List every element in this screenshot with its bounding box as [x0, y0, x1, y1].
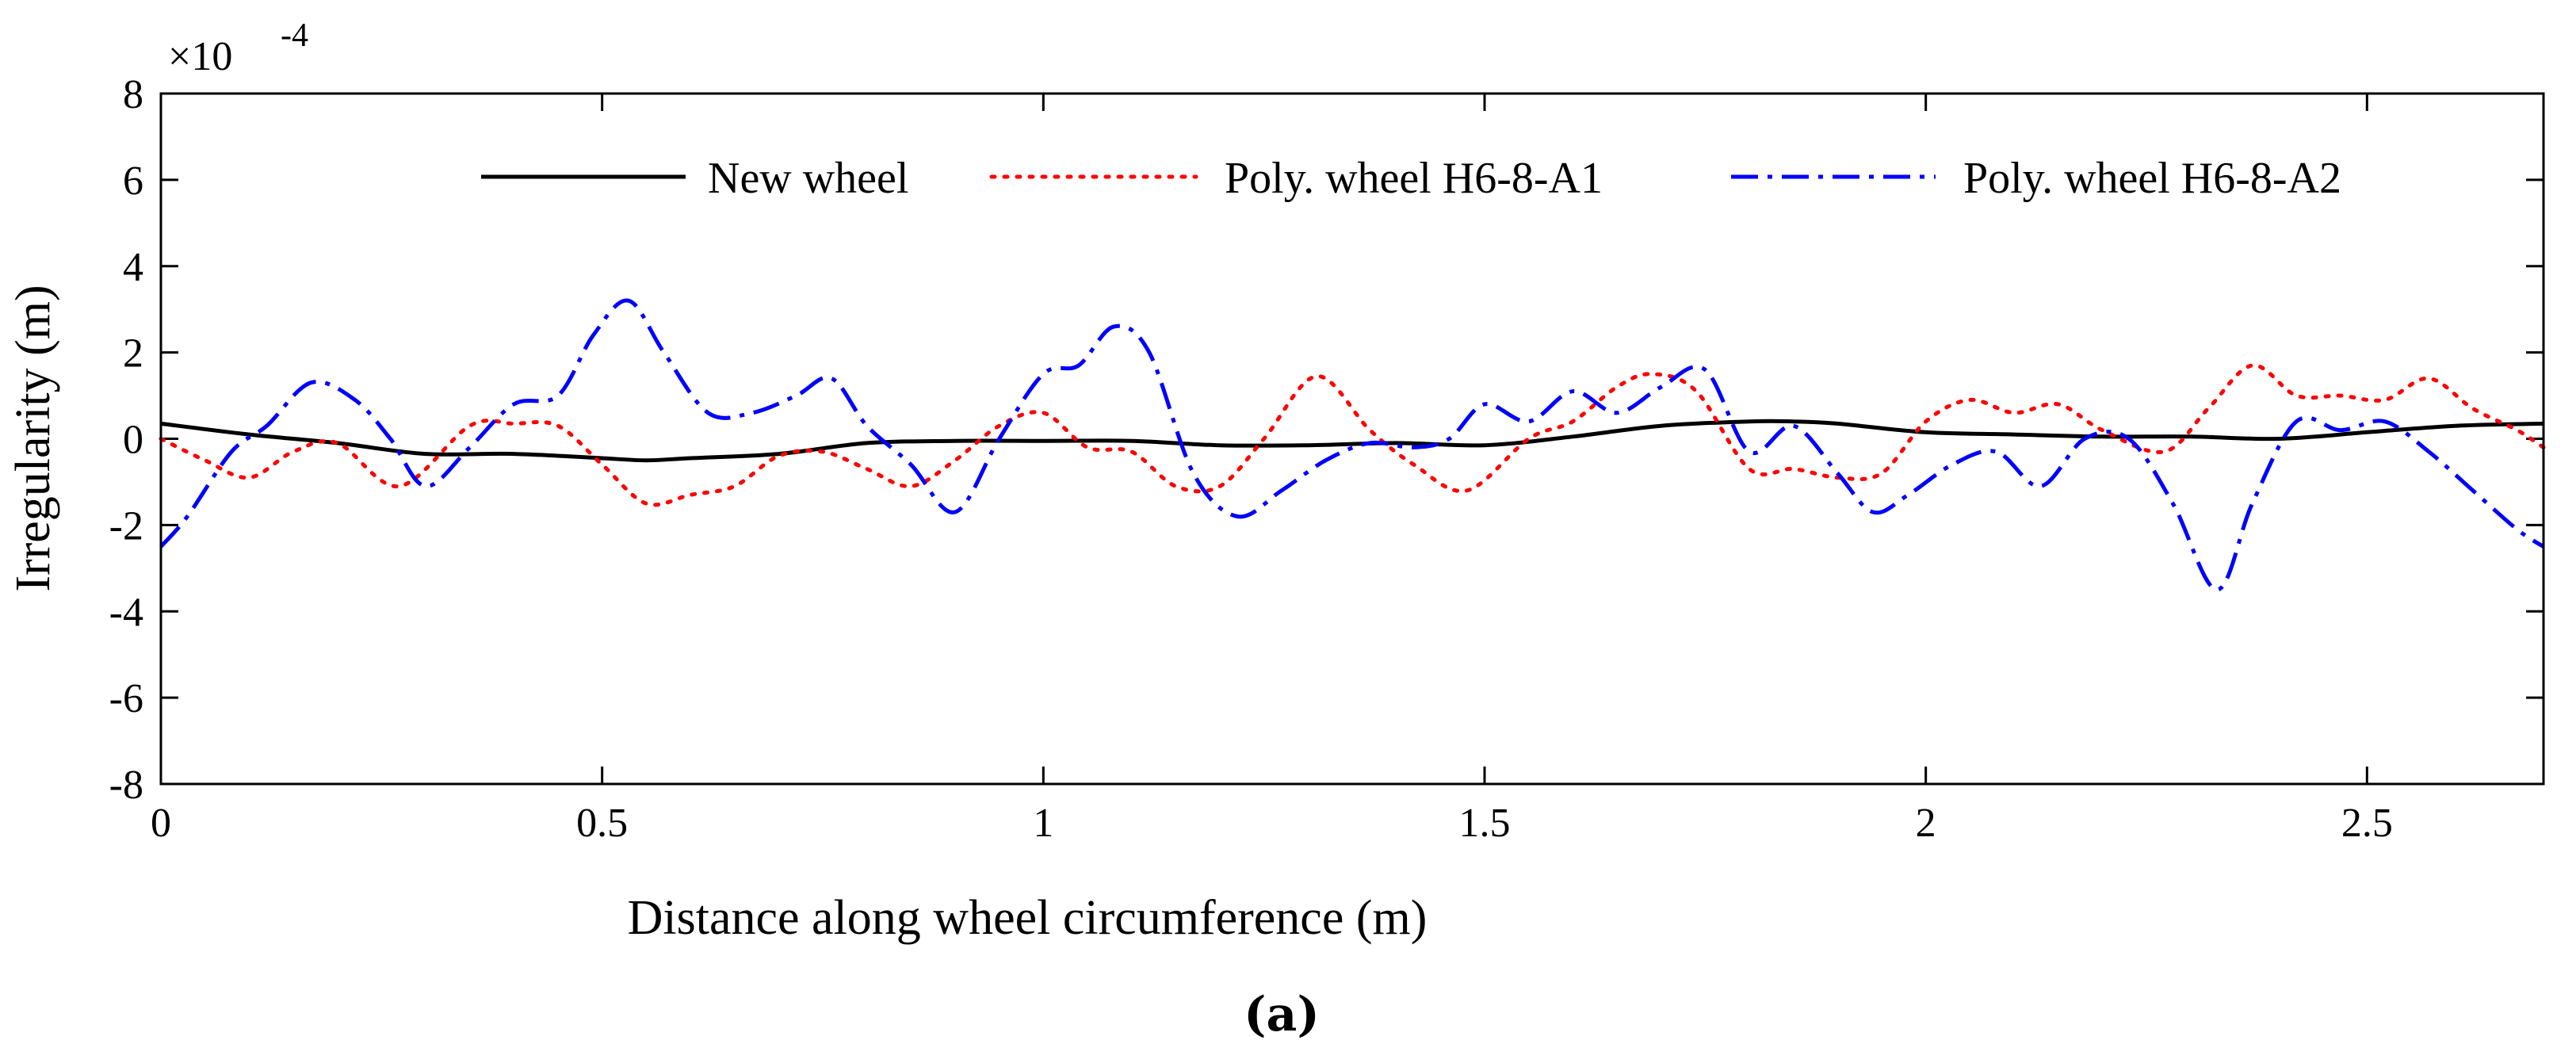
series-line-2	[159, 363, 2546, 507]
y-tick-label: -2	[109, 503, 143, 549]
y-tick-label: -4	[109, 590, 143, 635]
y-tick-label: 6	[123, 159, 143, 204]
legend: New wheel Poly. wheel H6-8-A1 Poly. whee…	[481, 154, 2341, 203]
x-tick-label: 1.5	[1459, 801, 1511, 846]
y-axis-title: Irregularity (m)	[6, 285, 60, 591]
tick-labels-layer: 0 0.5 1 1.5 2 2.5 -8 -6 -4 -2 0 2 4 6 8	[109, 72, 2393, 846]
y-tick-label: 0	[123, 418, 143, 463]
x-tick-label: 0	[151, 801, 171, 846]
series-line-3	[159, 298, 2545, 592]
plot-background	[161, 94, 2544, 784]
x-tick-label: 2.5	[2341, 801, 2393, 846]
y-exponent-text: -4	[281, 17, 308, 54]
legend-label-poly-a1: Poly. wheel H6-8-A1	[1225, 154, 1603, 203]
x-tick-label: 1	[1033, 801, 1053, 846]
y-multiplier-text: ×10	[168, 34, 232, 79]
legend-label-new-wheel: New wheel	[708, 154, 908, 203]
ticks-layer	[159, 92, 2544, 786]
y-tick-label: -8	[109, 763, 143, 808]
legend-label-poly-a2: Poly. wheel H6-8-A2	[1963, 154, 2341, 203]
x-tick-label: 2	[1916, 801, 1936, 846]
y-tick-label: -6	[109, 676, 143, 721]
y-tick-label: 8	[123, 72, 143, 117]
x-tick-label: 0.5	[576, 801, 628, 846]
y-tick-label: 2	[123, 331, 143, 377]
subfigure-label: (a)	[1244, 987, 1320, 1042]
series-layer	[159, 298, 2546, 592]
y-exponent-label: ×10 -4	[168, 17, 308, 79]
y-tick-label: 4	[123, 245, 143, 290]
plot-frame	[159, 92, 2545, 786]
x-axis-title: Distance along wheel circumference (m)	[628, 891, 1428, 945]
